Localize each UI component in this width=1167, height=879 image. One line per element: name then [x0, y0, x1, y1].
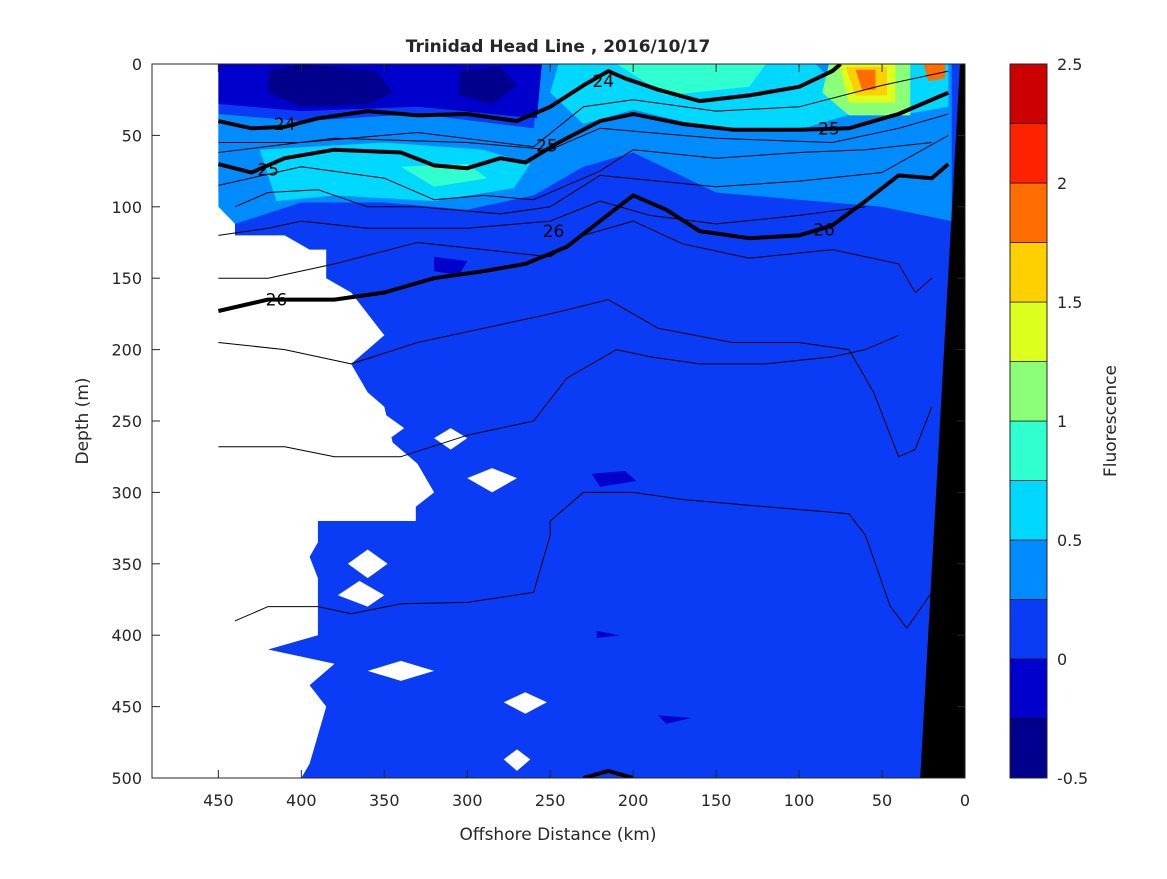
colorbar-swatch — [1009, 599, 1048, 660]
contour-label-bg — [591, 71, 615, 91]
data-gap — [434, 428, 468, 450]
bathymetry-shape — [920, 64, 965, 778]
colorbar-swatch — [1009, 420, 1048, 481]
colorbar-swatch — [1009, 123, 1048, 184]
y-axis-label: Depth (m) — [73, 377, 93, 464]
plot-area: 2424252525262626 — [217, 64, 965, 778]
y-tick-label: 100 — [111, 198, 142, 217]
y-tick-label: 200 — [111, 341, 142, 360]
contour-line — [218, 334, 899, 458]
contour-label: 25 — [818, 119, 840, 139]
contour-label-bg — [256, 160, 280, 180]
fill-region — [855, 69, 876, 90]
data-gap — [367, 660, 435, 681]
x-tick-label: 350 — [369, 791, 400, 810]
colorbar-swatch — [1009, 301, 1048, 362]
contour-line-labeled — [217, 64, 842, 131]
plot-layers: 2424252525262626 — [217, 64, 965, 778]
colorbar-swatch — [1009, 182, 1048, 243]
colorbar-tick-label: -0.5 — [1057, 769, 1088, 788]
contour-line — [218, 220, 933, 293]
x-tick-label: 200 — [618, 791, 649, 810]
x-tick-label: 250 — [535, 791, 566, 810]
y-tick-label: 350 — [111, 555, 142, 574]
contour-line-labeled — [582, 768, 634, 778]
contour-line — [218, 200, 866, 236]
data-gap — [337, 580, 385, 607]
contour-line — [218, 70, 949, 148]
chart-title: Trinidad Head Line , 2016/10/17 — [406, 37, 711, 57]
x-tick-label: 400 — [286, 791, 317, 810]
data-gap — [503, 692, 547, 714]
contour-label-bg — [542, 221, 566, 241]
y-tick-label: 150 — [111, 269, 142, 288]
colorbar-label: Fluorescence — [1101, 365, 1121, 477]
colorbar-swatch — [1009, 242, 1048, 303]
axes: 450 400 350 300 250 200 150 100 50 00501001502002… — [111, 55, 970, 810]
colorbar-swatch — [1009, 658, 1048, 719]
data-gap — [347, 549, 388, 579]
fill-region — [458, 66, 517, 104]
x-tick-label: 150 — [701, 791, 732, 810]
fill-region — [434, 256, 468, 276]
y-tick-label: 50 — [122, 126, 142, 145]
contour-line-labeled — [217, 90, 950, 175]
colorbar-frame — [1009, 63, 1048, 779]
fill-region — [591, 471, 637, 487]
data-gap — [503, 749, 531, 771]
contour-line — [218, 299, 933, 458]
fill-region — [596, 630, 620, 639]
x-tick-label: 300 — [452, 791, 483, 810]
contour-label-bg — [535, 135, 559, 155]
colorbar: -0.5 0 0.5 1 1.5 2 2.5 — [1009, 55, 1088, 788]
contour-label-bg — [812, 220, 836, 240]
fill-region — [923, 64, 946, 82]
contour-label-bg — [273, 114, 297, 134]
colorbar-swatch — [1009, 718, 1048, 779]
colorbar-swatch — [1009, 539, 1048, 600]
y-tick-label: 400 — [111, 626, 142, 645]
colorbar-tick-label: 1.5 — [1057, 293, 1082, 312]
fill-region — [658, 715, 692, 724]
contour-line — [218, 142, 932, 201]
contour-label: 24 — [592, 72, 614, 92]
contour-line — [234, 491, 933, 629]
contour-line — [218, 113, 949, 153]
contour-label: 25 — [536, 136, 558, 156]
contour-line-labeled — [217, 162, 950, 313]
data-gap — [301, 313, 335, 343]
colorbar-swatch — [1009, 63, 1048, 124]
fill-region — [259, 142, 531, 202]
y-tick-label: 0 — [132, 55, 142, 74]
colorbar-swatch — [1009, 361, 1048, 422]
fill-region — [268, 64, 393, 107]
fill-region — [218, 64, 965, 778]
x-axis-label: Offshore Distance (km) — [459, 825, 656, 845]
colorbar-swatch — [1009, 480, 1048, 541]
x-tick-label: 100 — [784, 791, 815, 810]
y-tick-label: 500 — [111, 769, 142, 788]
contour-label: 24 — [274, 115, 296, 135]
colorbar-tick-label: 0.5 — [1057, 531, 1082, 550]
colorbar-tick-label: 0 — [1057, 650, 1067, 669]
contour-label: 26 — [543, 222, 565, 242]
colorbar-tick-label: 2 — [1057, 174, 1067, 193]
x-tick-label: 450 — [203, 791, 234, 810]
contour-label-bg — [264, 290, 288, 310]
y-tick-label: 300 — [111, 483, 142, 502]
y-tick-label: 250 — [111, 412, 142, 431]
data-gap — [467, 468, 517, 493]
x-tick-label: 50 — [872, 791, 892, 810]
contour-line — [234, 134, 949, 215]
colorbar-tick-label: 1 — [1057, 412, 1067, 431]
colorbar-tick-label: 2.5 — [1057, 55, 1082, 74]
data-gap — [367, 413, 405, 443]
contour-label: 26 — [266, 291, 288, 311]
y-tick-label: 450 — [111, 698, 142, 717]
contour-label-bg — [817, 118, 841, 138]
x-tick-label: 0 — [960, 791, 970, 810]
contour-label: 26 — [813, 221, 835, 241]
